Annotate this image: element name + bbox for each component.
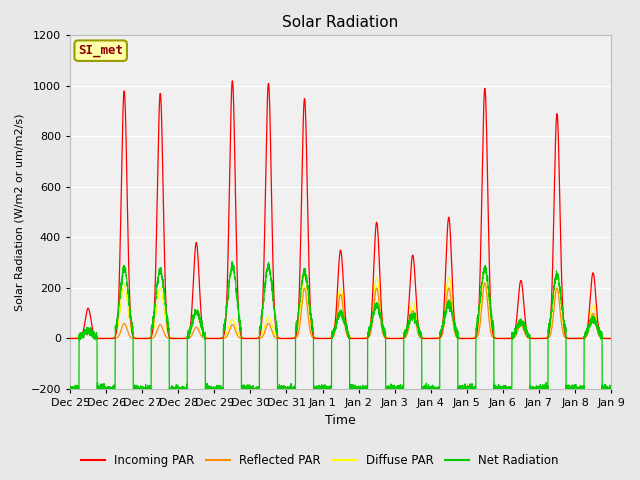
Text: SI_met: SI_met (78, 44, 123, 57)
Title: Solar Radiation: Solar Radiation (282, 15, 399, 30)
Y-axis label: Solar Radiation (W/m2 or um/m2/s): Solar Radiation (W/m2 or um/m2/s) (15, 113, 25, 311)
Legend: Incoming PAR, Reflected PAR, Diffuse PAR, Net Radiation: Incoming PAR, Reflected PAR, Diffuse PAR… (76, 449, 564, 472)
X-axis label: Time: Time (325, 414, 356, 427)
